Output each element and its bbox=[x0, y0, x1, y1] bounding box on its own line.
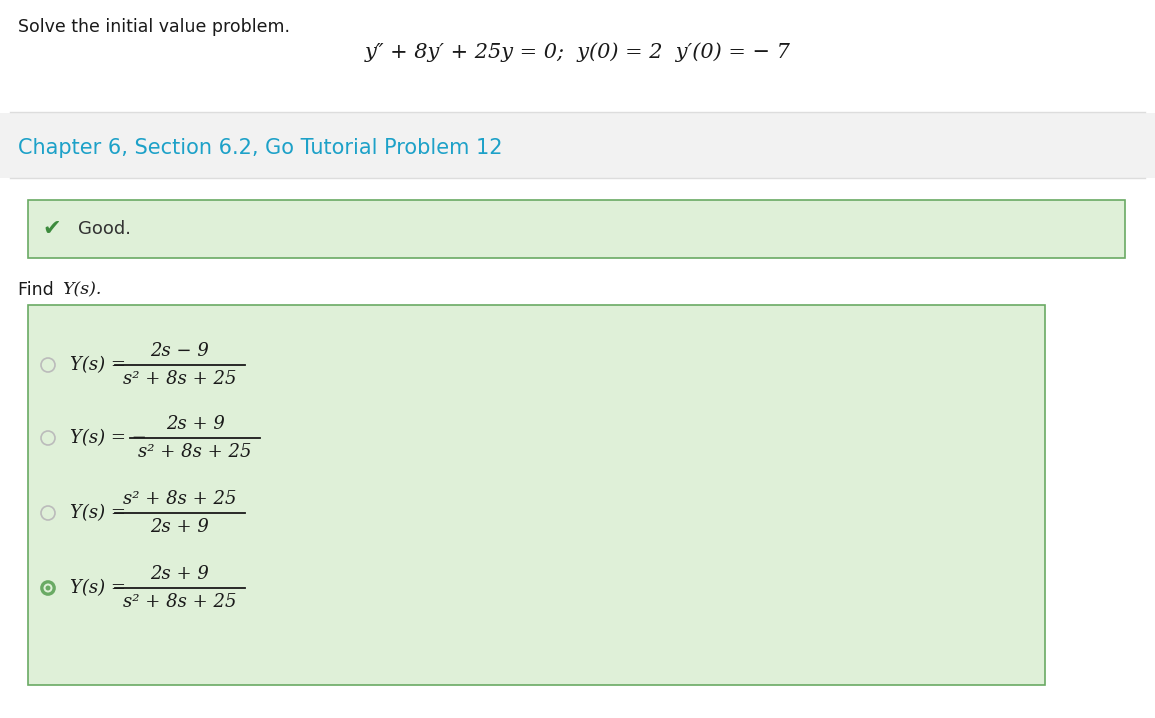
Text: Chapter 6, Section 6.2, Go Tutorial Problem 12: Chapter 6, Section 6.2, Go Tutorial Prob… bbox=[18, 138, 502, 158]
Bar bbox=[28, 305, 1045, 685]
Text: Good.: Good. bbox=[79, 220, 131, 238]
Bar bbox=[0, 113, 1155, 178]
Text: Y(s) =: Y(s) = bbox=[70, 504, 132, 522]
Text: 2s + 9: 2s + 9 bbox=[150, 518, 209, 536]
Bar bbox=[28, 200, 1125, 258]
Text: Y(s) =: Y(s) = bbox=[70, 579, 132, 597]
Text: ✔: ✔ bbox=[43, 219, 61, 239]
Text: s² + 8s + 25: s² + 8s + 25 bbox=[139, 443, 252, 461]
Text: s² + 8s + 25: s² + 8s + 25 bbox=[122, 490, 237, 508]
Text: s² + 8s + 25: s² + 8s + 25 bbox=[122, 593, 237, 611]
Text: y″ + 8y′ + 25y = 0;  y(0) = 2  y′(0) = − 7: y″ + 8y′ + 25y = 0; y(0) = 2 y′(0) = − 7 bbox=[365, 42, 791, 62]
Text: Y(s) = −: Y(s) = − bbox=[70, 429, 152, 447]
Text: Find: Find bbox=[18, 281, 65, 299]
Text: 2s − 9: 2s − 9 bbox=[150, 342, 209, 360]
Circle shape bbox=[40, 581, 55, 595]
Text: Y(s) =: Y(s) = bbox=[70, 356, 132, 374]
Text: Y(s).: Y(s). bbox=[62, 281, 102, 299]
Circle shape bbox=[45, 585, 51, 590]
Text: 2s + 9: 2s + 9 bbox=[150, 565, 209, 583]
Text: Solve the initial value problem.: Solve the initial value problem. bbox=[18, 18, 290, 36]
Text: s² + 8s + 25: s² + 8s + 25 bbox=[122, 370, 237, 388]
Text: 2s + 9: 2s + 9 bbox=[166, 415, 224, 433]
Circle shape bbox=[44, 584, 52, 592]
